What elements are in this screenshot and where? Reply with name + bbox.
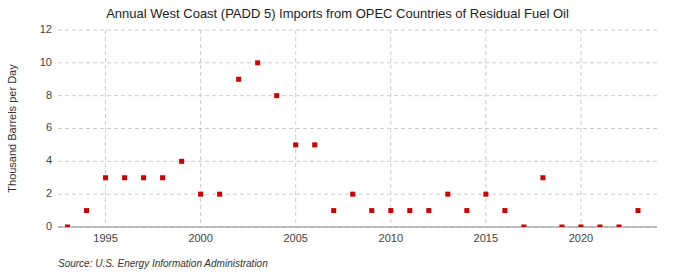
- y-tick-label: 0: [46, 220, 52, 232]
- point: [559, 225, 564, 228]
- grid: [58, 30, 657, 227]
- y-grid-line: [58, 95, 657, 96]
- point: [331, 208, 336, 213]
- x-axis-line: [58, 227, 657, 228]
- y-grid-line: [58, 227, 657, 228]
- point: [521, 225, 526, 228]
- point: [274, 93, 279, 98]
- y-tick-label: 10: [40, 56, 52, 68]
- point: [578, 225, 583, 228]
- x-grid-line: [580, 30, 581, 227]
- point: [445, 192, 450, 197]
- y-grid-line: [58, 161, 657, 162]
- x-tick-label: 2015: [474, 232, 498, 244]
- point: [483, 192, 488, 197]
- point: [65, 225, 70, 228]
- chart-svg: 0 2 4 6 8 10 12 1995 2000 2005 2010 2015 2020 Annual …: [0, 0, 675, 275]
- y-grid-line: [58, 194, 657, 195]
- point: [103, 175, 108, 180]
- y-tick-label: 6: [46, 121, 52, 133]
- source-note: Source: U.S. Energy Information Administ…: [58, 258, 268, 269]
- x-grid-line: [200, 30, 201, 227]
- point: [312, 142, 317, 147]
- ticks: 0 2 4 6 8 10 12 1995 2000 2005 2010 2015 2020: [40, 23, 593, 244]
- point: [407, 208, 412, 213]
- points: [65, 60, 640, 227]
- x-tick-label: 2020: [569, 232, 593, 244]
- point: [540, 175, 545, 180]
- y-tick-label: 12: [40, 23, 52, 35]
- point: [84, 208, 89, 213]
- point: [179, 159, 184, 164]
- point: [217, 192, 222, 197]
- point: [141, 175, 146, 180]
- x-grid-line: [295, 30, 296, 227]
- y-tick-label: 8: [46, 89, 52, 101]
- point: [426, 208, 431, 213]
- point: [388, 208, 393, 213]
- title: Annual West Coast (PADD 5) Imports from …: [106, 6, 569, 21]
- x-tick-label: 2005: [283, 232, 307, 244]
- chart-container: 0 2 4 6 8 10 12 1995 2000 2005 2010 2015 2020 Annual …: [0, 0, 675, 275]
- point: [502, 208, 507, 213]
- x-tick-label: 1995: [93, 232, 117, 244]
- point: [236, 77, 241, 82]
- x-grid-line: [390, 30, 391, 227]
- x-grid-line: [485, 30, 486, 227]
- y-grid-line: [58, 62, 657, 63]
- point: [160, 175, 165, 180]
- point: [350, 192, 355, 197]
- y-axis-label: Thousand Barrels per Day: [6, 64, 18, 193]
- y-grid-line: [58, 128, 657, 129]
- y-grid-line: [58, 30, 657, 31]
- point: [122, 175, 127, 180]
- y-tick-label: 4: [46, 154, 52, 166]
- x-tick-label: 2000: [188, 232, 212, 244]
- x-tick-label: 2010: [379, 232, 403, 244]
- x-grid-line: [105, 30, 106, 227]
- point: [635, 208, 640, 213]
- point: [255, 60, 260, 65]
- point: [464, 208, 469, 213]
- y-tick-label: 2: [46, 187, 52, 199]
- point: [198, 192, 203, 197]
- point: [597, 225, 602, 228]
- point: [293, 142, 298, 147]
- point: [616, 225, 621, 228]
- point: [369, 208, 374, 213]
